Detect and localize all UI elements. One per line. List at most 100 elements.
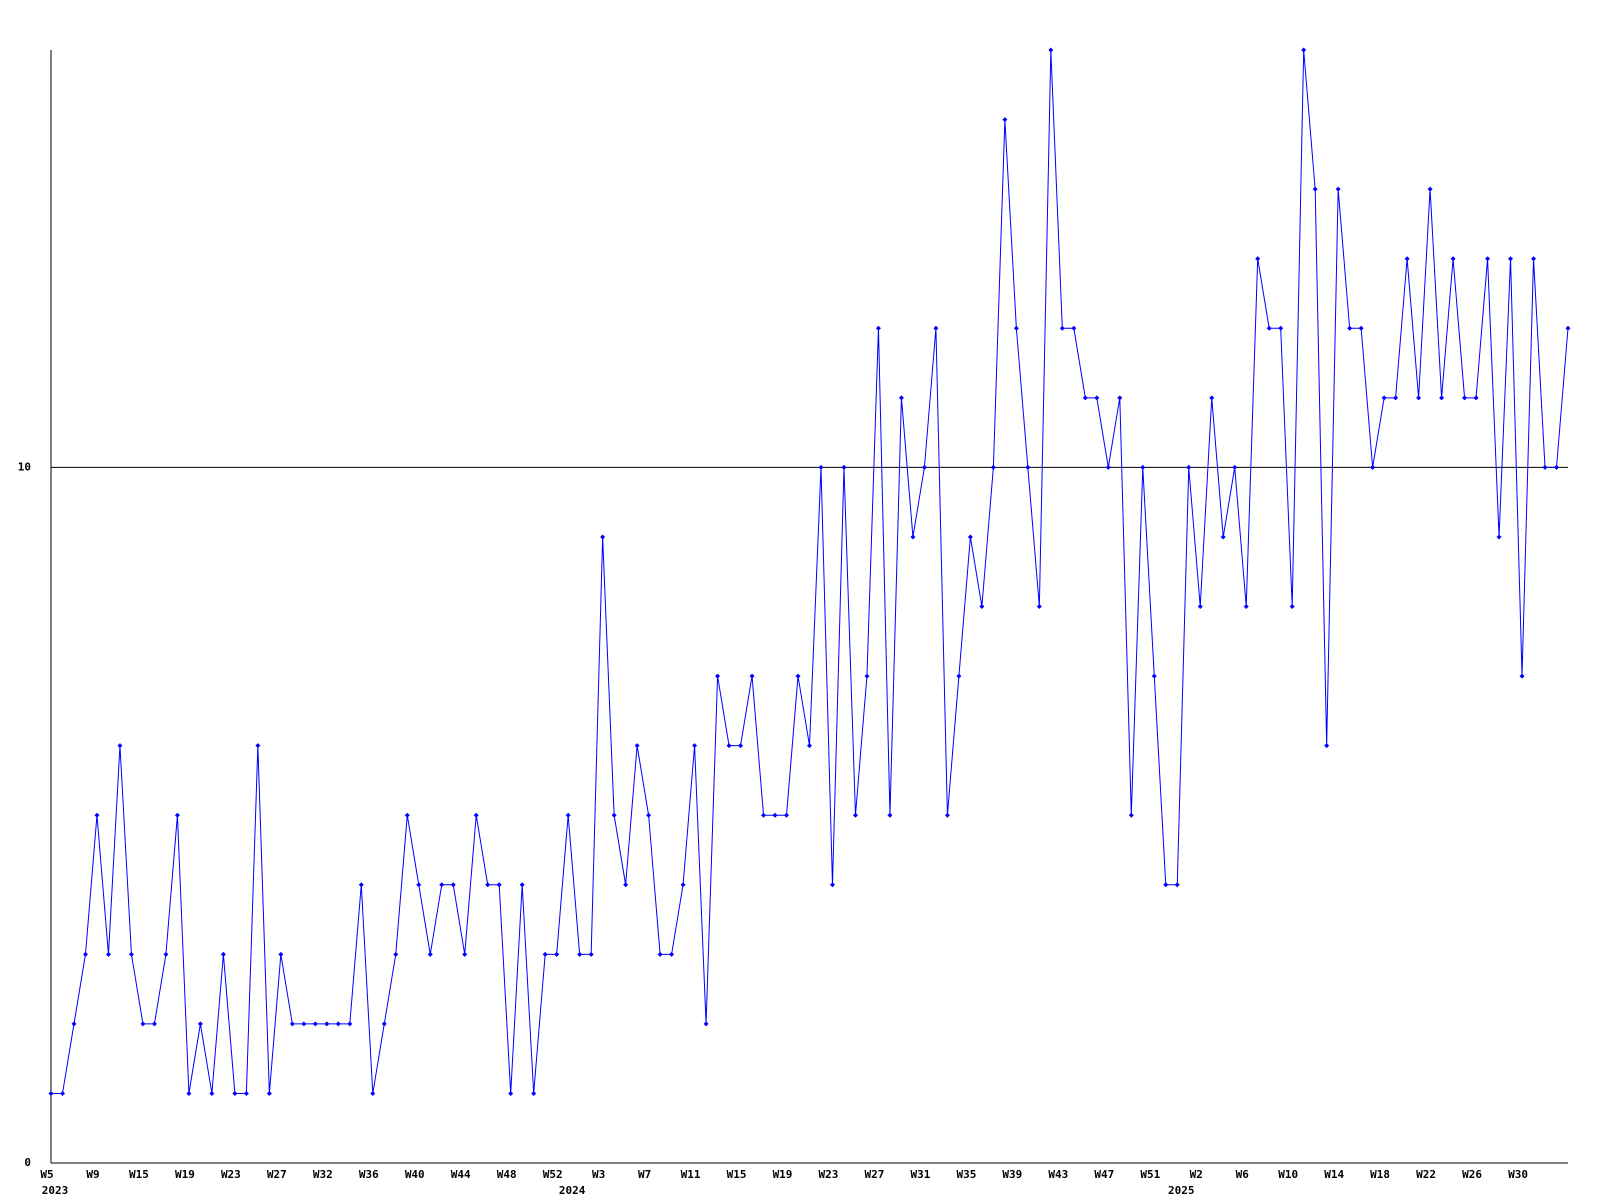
point: [1462, 395, 1468, 401]
x-year-label: 2025: [1168, 1184, 1195, 1197]
x-tick-label: W44: [451, 1168, 471, 1181]
point: [1312, 186, 1318, 192]
point: [1151, 673, 1157, 679]
point: [1393, 395, 1399, 401]
point: [1209, 395, 1215, 401]
point: [1519, 673, 1525, 679]
point: [1186, 464, 1192, 470]
point: [921, 464, 927, 470]
x-tick-label: W7: [638, 1168, 651, 1181]
point: [82, 951, 88, 957]
point: [94, 812, 100, 818]
point: [1140, 464, 1146, 470]
point: [967, 534, 973, 540]
point: [1071, 325, 1077, 331]
point: [1473, 395, 1479, 401]
point: [1324, 743, 1330, 749]
x-tick-label: W19: [175, 1168, 195, 1181]
point: [852, 812, 858, 818]
point: [289, 1021, 295, 1027]
point: [151, 1021, 157, 1027]
x-tick-label: W22: [1416, 1168, 1436, 1181]
point: [48, 1090, 54, 1096]
x-tick-label: W5: [40, 1168, 53, 1181]
point: [1013, 325, 1019, 331]
point: [1163, 882, 1169, 888]
point: [278, 951, 284, 957]
point: [715, 673, 721, 679]
point: [600, 534, 606, 540]
point: [910, 534, 916, 540]
point: [485, 882, 491, 888]
point: [1036, 604, 1042, 609]
point: [105, 951, 111, 957]
point: [416, 882, 422, 888]
point: [232, 1090, 238, 1096]
point: [174, 812, 180, 818]
point: [623, 882, 629, 888]
point: [220, 951, 226, 957]
point: [1370, 464, 1376, 470]
line: [51, 49, 1569, 1094]
point: [1082, 395, 1088, 401]
x-tick-label: W52: [543, 1168, 563, 1181]
point: [1220, 534, 1226, 540]
point: [1347, 325, 1353, 331]
point: [1117, 395, 1123, 401]
x-tick-label: W14: [1324, 1168, 1344, 1181]
point: [772, 812, 778, 818]
x-tick-label: W26: [1462, 1168, 1482, 1181]
point: [634, 743, 640, 749]
point: [1565, 325, 1571, 331]
x-tick-label: W31: [910, 1168, 930, 1181]
point: [1301, 47, 1307, 53]
x-tick-label: W32: [313, 1168, 333, 1181]
point: [887, 812, 893, 818]
x-tick-label: W11: [681, 1168, 701, 1181]
point: [1128, 812, 1134, 818]
x-tick-label: W6: [1236, 1168, 1250, 1181]
point: [864, 673, 870, 679]
point: [531, 1090, 537, 1096]
x-year-label: 2023: [42, 1184, 69, 1197]
point: [1048, 47, 1054, 53]
x-tick-label: W36: [359, 1168, 379, 1181]
x-tick-label: W15: [727, 1168, 747, 1181]
point: [726, 743, 732, 749]
x-tick-label: W10: [1278, 1168, 1298, 1181]
point: [979, 604, 985, 609]
x-tick-label: W47: [1094, 1168, 1114, 1181]
point: [657, 951, 663, 957]
x-tick-label: W30: [1508, 1168, 1528, 1181]
point: [577, 951, 583, 957]
point: [255, 743, 261, 749]
y-tick-label: 0: [24, 1156, 31, 1169]
point: [669, 951, 675, 957]
point: [266, 1090, 272, 1096]
point: [335, 1021, 341, 1027]
point: [1289, 604, 1295, 609]
x-tick-label: W43: [1048, 1168, 1068, 1181]
point: [956, 673, 962, 679]
point: [427, 951, 433, 957]
point: [163, 951, 169, 957]
point: [1554, 464, 1560, 470]
point: [324, 1021, 330, 1027]
point: [370, 1090, 376, 1096]
point: [875, 325, 881, 331]
point: [1266, 325, 1272, 331]
point: [1094, 395, 1100, 401]
point: [933, 325, 939, 331]
x-tick-label: W19: [773, 1168, 793, 1181]
point: [496, 882, 502, 888]
x-year-label: 2024: [559, 1184, 586, 1197]
point: [450, 882, 456, 888]
point: [1255, 256, 1261, 262]
point: [1381, 395, 1387, 401]
point: [186, 1090, 192, 1096]
point: [393, 951, 399, 957]
point: [1105, 464, 1111, 470]
point: [197, 1021, 203, 1027]
x-tick-label: W48: [497, 1168, 517, 1181]
x-tick-label: W2: [1190, 1168, 1203, 1181]
